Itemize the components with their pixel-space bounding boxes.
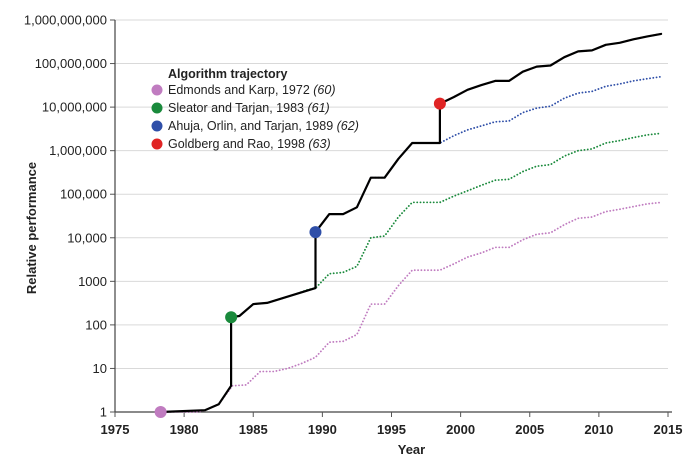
legend-entry: Sleator and Tarjan, 1983 (61) (168, 101, 330, 115)
y-tick-label: 100,000 (60, 187, 107, 202)
x-axis-title: Year (398, 442, 425, 455)
series-start-marker (433, 97, 446, 110)
y-tick-label: 1,000,000 (49, 143, 107, 158)
legend-title: Algorithm trajectory (168, 67, 288, 81)
legend-entry-label: Goldberg and Rao, 1998 (168, 137, 308, 151)
y-axis-title: Relative performance (24, 162, 39, 294)
axes: 1 10 100 1000 10,000 100,000 1,000,000 10,000,0… (24, 13, 683, 455)
y-tick-label: 10 (93, 361, 107, 376)
y-tick-label: 1,000,000,000 (24, 13, 107, 28)
legend-entry-label: Ahuja, Orlin, and Tarjan, 1989 (168, 119, 337, 133)
legend-entry: Edmonds and Karp, 1972 (60) (168, 83, 335, 97)
y-tick-label: 1000 (78, 274, 107, 289)
legend-entry-label: Sleator and Tarjan, 1983 (168, 101, 307, 115)
grid (115, 19, 668, 413)
x-tick-label: 2005 (515, 422, 544, 437)
series-line-0 (159, 201, 662, 413)
legend-entry-ref: (60) (313, 83, 335, 97)
x-tick-label: 1975 (101, 422, 130, 437)
x-tick-label: 1980 (170, 422, 199, 437)
x-tick-label: 2000 (446, 422, 475, 437)
series-line-3 (438, 33, 662, 105)
legend-entry: Goldberg and Rao, 1998 (63) (168, 137, 331, 151)
plot-area (154, 32, 663, 418)
legend-entry-ref: (63) (308, 137, 330, 151)
legend-swatch (151, 138, 163, 150)
series-line-2 (314, 75, 662, 234)
series-line-1 (230, 132, 662, 319)
x-tick-label: 1995 (377, 422, 406, 437)
y-tick-label: 10,000,000 (42, 100, 107, 115)
legend-swatch (151, 102, 163, 114)
y-tick-label: 100 (85, 317, 107, 332)
legend: Algorithm trajectory Edmonds and Karp, 19… (151, 67, 359, 151)
legend-swatch (151, 120, 163, 132)
x-tick-label: 1990 (308, 422, 337, 437)
x-tick-label: 2015 (654, 422, 683, 437)
y-tick-label: 100,000,000 (35, 56, 107, 71)
y-tick-label: 1 (100, 405, 107, 420)
y-tick-label: 10,000 (67, 230, 107, 245)
legend-swatch (151, 84, 163, 96)
legend-entry: Ahuja, Orlin, and Tarjan, 1989 (62) (168, 119, 359, 133)
series-start-marker (309, 226, 322, 239)
legend-entry-ref: (61) (307, 101, 329, 115)
legend-entry-label: Edmonds and Karp, 1972 (168, 83, 313, 97)
x-tick-label: 2010 (584, 422, 613, 437)
series-start-marker (225, 311, 238, 324)
legend-entry-ref: (62) (337, 119, 359, 133)
series-start-marker (154, 406, 167, 418)
x-tick-label: 1985 (239, 422, 268, 437)
series-line-4 (159, 32, 663, 414)
